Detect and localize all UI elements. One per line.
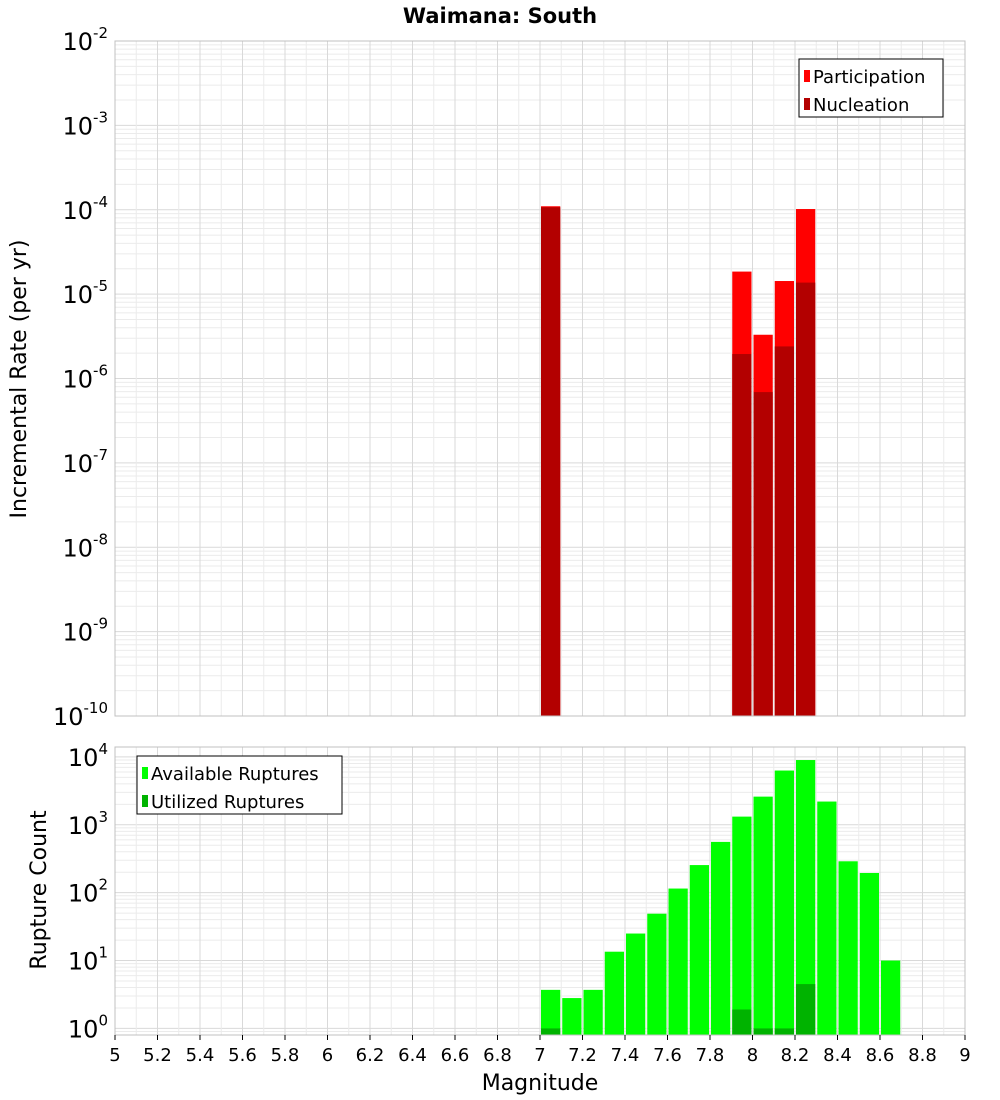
x-tick-label: 8 [747, 1045, 758, 1066]
legend-swatch [142, 795, 148, 807]
legend-label: Available Ruptures [151, 764, 319, 785]
bar [583, 989, 603, 1035]
bar [753, 1028, 773, 1035]
rate-axis-ticks: 10-10 10-9 10-8 10-7 10-6 10-5 10-4 10-3 10-2 [53, 24, 108, 731]
x-tick-label: 7.6 [653, 1045, 682, 1066]
bar [817, 801, 837, 1035]
bar [647, 913, 667, 1035]
x-tick-label: 5 [109, 1045, 120, 1066]
x-tick-label: 9 [959, 1045, 970, 1066]
bar [668, 888, 688, 1035]
count-axis-label: Rupture Count [27, 810, 52, 970]
y-tick-label: 10-2 [62, 24, 108, 56]
y-tick-label: 103 [68, 808, 108, 840]
x-tick-label: 5.8 [271, 1045, 300, 1066]
bar [711, 841, 731, 1035]
rate-panel-grid [114, 40, 966, 717]
bar [732, 1009, 752, 1035]
y-tick-label: 101 [68, 944, 108, 976]
y-tick-label: 10-9 [62, 615, 108, 647]
y-tick-label: 102 [68, 876, 108, 908]
rate-panel: 10-10 10-9 10-8 10-7 10-6 10-5 10-4 10-3 10-2 In… [7, 24, 966, 731]
x-tick-label: 8.2 [781, 1045, 810, 1066]
legend-swatch [142, 767, 148, 779]
x-tick-label: 7.2 [568, 1045, 597, 1066]
legend-swatch [804, 70, 810, 82]
chart-title: Waimana: South [403, 4, 597, 28]
magnitude-axis-ticks: 5 5.2 5.4 5.6 5.8 6 6.2 6.4 6.6 6.8 7 7.2 7.4 7.6 7.8 8… [109, 1035, 971, 1066]
x-tick-label: 5.4 [186, 1045, 215, 1066]
legend-label: Participation [813, 67, 925, 88]
bar [732, 354, 752, 716]
bar [796, 282, 816, 716]
bar [881, 960, 901, 1035]
y-tick-label: 104 [68, 740, 108, 772]
y-tick-label: 10-6 [62, 362, 108, 394]
bar [626, 933, 646, 1035]
y-tick-label: 10-5 [62, 277, 108, 309]
bar [859, 872, 879, 1035]
y-tick-label: 100 [68, 1011, 108, 1043]
y-tick-label: 10-10 [53, 699, 108, 731]
bar [774, 1028, 794, 1035]
count-panel-bars [541, 760, 901, 1035]
x-tick-label: 8.6 [866, 1045, 895, 1066]
x-tick-label: 6.4 [398, 1045, 427, 1066]
rate-legend: Participation Nucleation [798, 58, 944, 118]
bar [541, 989, 561, 1035]
legend-box [136, 755, 343, 815]
y-tick-label: 10-7 [62, 446, 108, 478]
bar [541, 1028, 561, 1035]
count-panel: 100 101 102 103 104 5 5.2 5.4 5.6 5.8 6 6.2 6.4 6.6 6… [27, 740, 971, 1096]
legend-label: Nucleation [813, 95, 909, 116]
x-tick-label: 7.8 [696, 1045, 725, 1066]
x-tick-label: 6.8 [483, 1045, 512, 1066]
bar [774, 770, 794, 1035]
bar [753, 796, 773, 1035]
y-tick-label: 10-3 [62, 108, 108, 140]
rate-panel-frame [114, 40, 966, 717]
count-legend: Available Ruptures Utilized Ruptures [136, 755, 343, 815]
x-tick-label: 8.8 [908, 1045, 937, 1066]
bar [541, 207, 561, 716]
rate-axis-label: Incremental Rate (per yr) [7, 240, 32, 519]
bar [562, 998, 582, 1035]
bar [796, 984, 816, 1035]
x-tick-label: 7 [534, 1045, 545, 1066]
x-tick-label: 6 [322, 1045, 333, 1066]
rate-panel-bars [541, 206, 816, 716]
x-tick-label: 5.6 [228, 1045, 257, 1066]
x-tick-label: 6.2 [356, 1045, 385, 1066]
x-tick-label: 5.2 [143, 1045, 172, 1066]
legend-swatch [804, 98, 810, 110]
bar [732, 816, 752, 1035]
y-tick-label: 10-4 [62, 193, 108, 225]
count-axis-ticks: 100 101 102 103 104 [68, 740, 108, 1044]
bar [838, 861, 858, 1035]
legend-box [798, 58, 944, 118]
x-tick-label: 7.4 [611, 1045, 640, 1066]
x-tick-label: 8.4 [823, 1045, 852, 1066]
legend-label: Utilized Ruptures [151, 792, 304, 813]
x-tick-label: 6.6 [441, 1045, 470, 1066]
y-tick-label: 10-8 [62, 530, 108, 562]
bar [774, 346, 794, 716]
bar [753, 392, 773, 716]
bar [796, 760, 816, 1035]
bar [689, 865, 709, 1035]
magnitude-axis-label: Magnitude [482, 1071, 599, 1096]
bar [604, 951, 624, 1035]
